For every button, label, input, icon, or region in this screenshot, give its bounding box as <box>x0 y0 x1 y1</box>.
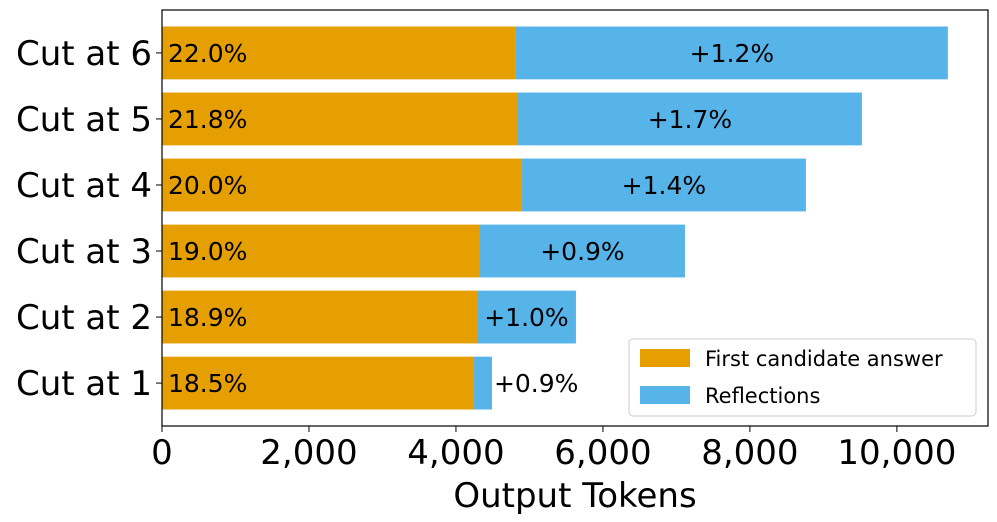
y-tick-label: Cut at 1 <box>16 364 152 404</box>
data-label-first-candidate: 21.8% <box>168 105 247 134</box>
bar-reflections <box>515 26 948 80</box>
legend-swatch-first-candidate <box>640 349 690 367</box>
y-tick-label: Cut at 2 <box>16 298 152 338</box>
x-tick-label: 2,000 <box>260 433 357 473</box>
data-label-reflections: +0.9% <box>494 369 578 398</box>
bar-first-candidate <box>162 92 518 146</box>
data-label-first-candidate: 22.0% <box>168 39 247 68</box>
bar-first-candidate <box>162 356 474 410</box>
data-label-first-candidate: 19.0% <box>168 237 247 266</box>
y-tick-label: Cut at 6 <box>16 34 152 74</box>
bar-reflections <box>476 290 576 344</box>
bar-reflections <box>479 224 685 278</box>
data-label-reflections: +1.4% <box>622 171 706 200</box>
data-label-reflections: +1.7% <box>648 105 732 134</box>
x-axis-label: Output Tokens <box>453 476 696 516</box>
plot-frame <box>161 9 989 427</box>
data-label-first-candidate: 20.0% <box>168 171 247 200</box>
y-tick-label: Cut at 4 <box>16 166 152 206</box>
bar-first-candidate <box>162 290 477 344</box>
legend-label-first-candidate: First candidate answer <box>705 347 943 371</box>
bar-first-candidate <box>162 158 522 212</box>
data-label-reflections: +1.0% <box>484 303 568 332</box>
bar-reflections <box>521 158 806 212</box>
y-tick-label: Cut at 5 <box>16 100 152 140</box>
bar-reflections <box>517 92 862 146</box>
legend-swatch-reflections <box>640 386 690 404</box>
x-tick-label: 0 <box>151 433 173 473</box>
data-label-first-candidate: 18.5% <box>168 369 247 398</box>
data-label-reflections: +0.9% <box>540 237 624 266</box>
bar-first-candidate <box>162 26 516 80</box>
data-label-reflections: +1.2% <box>690 39 774 68</box>
y-tick-label: Cut at 3 <box>16 232 152 272</box>
legend-label-reflections: Reflections <box>705 384 820 408</box>
x-tick-label: 4,000 <box>407 433 504 473</box>
legend: First candidate answer Reflections <box>628 338 977 417</box>
bar-first-candidate <box>162 224 480 278</box>
bar-reflections <box>473 356 492 410</box>
x-tick-label: 8,000 <box>701 433 798 473</box>
x-tick-label: 6,000 <box>554 433 651 473</box>
data-label-first-candidate: 18.9% <box>168 303 247 332</box>
x-tick-label: 10,000 <box>837 433 956 473</box>
